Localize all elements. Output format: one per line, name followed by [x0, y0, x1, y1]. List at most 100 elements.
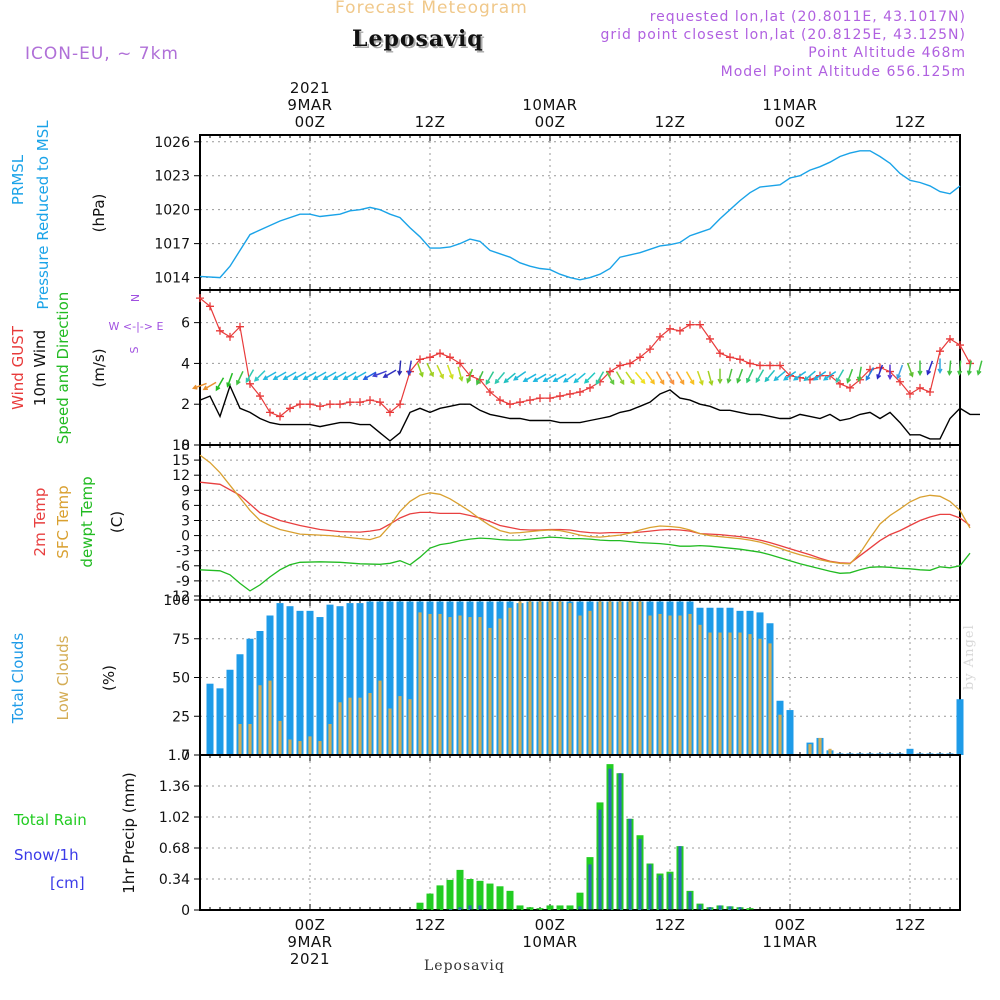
y-tick-label: 1.7 [168, 748, 190, 764]
gust-marker [396, 400, 404, 409]
rain-bar [556, 905, 564, 910]
wind-direction-arrow [774, 370, 786, 381]
gust-marker [646, 345, 654, 354]
wind-direction-arrow [446, 364, 454, 379]
rain-bar [496, 886, 504, 910]
wind-arrow-head [619, 379, 625, 386]
compass-south: S [128, 346, 141, 353]
axis-label-ms: (m/s) [90, 348, 108, 387]
total-clouds-bar [346, 603, 354, 755]
bottom-axis-label: 12Z [655, 916, 686, 934]
wind-direction-arrow [323, 371, 337, 380]
low-clouds-bar [758, 638, 762, 755]
low-clouds-bar [488, 627, 492, 755]
compass-west-east: W <-|-> E [109, 320, 164, 333]
low-clouds-bar [668, 615, 672, 755]
snow-bar [738, 907, 742, 910]
low-clouds-bar [388, 708, 392, 755]
wind-arrow-head [191, 384, 198, 390]
gust-marker [736, 355, 744, 364]
wind-arrow-head [562, 377, 569, 383]
total-clouds-bar [246, 638, 254, 755]
gust-marker [776, 361, 784, 370]
rain-bar [546, 905, 554, 910]
top-axis-label: 00Z [535, 113, 566, 131]
wind-arrow-head [397, 370, 403, 377]
wind-arrow-head [708, 380, 714, 386]
wind-arrow-head [835, 377, 841, 384]
wind-arrow-head [926, 370, 932, 376]
y-tick-label: -3 [176, 544, 190, 560]
wind-arrow-head [236, 380, 241, 386]
wind-arrow-head [512, 375, 519, 381]
wind-arrow-head [262, 375, 268, 380]
axis-label-10m-wind: 10m Wind [31, 330, 49, 406]
low-clouds-bar [618, 601, 622, 755]
wind-direction-arrow [906, 362, 914, 377]
low-clouds-bar [678, 615, 682, 755]
top-axis-label: 9MAR [287, 96, 332, 114]
snow-bar [718, 905, 722, 910]
wind-direction-arrow [293, 371, 307, 380]
gust-marker [206, 302, 214, 311]
gust-marker [696, 320, 704, 329]
wind-direction-arrow [226, 372, 234, 387]
gust-marker [416, 355, 424, 364]
low-clouds-bar [818, 737, 822, 755]
temp-sfc-line [199, 454, 971, 565]
wind-direction-arrow [736, 368, 744, 383]
model-altitude: Model Point Altitude 656.125m [720, 64, 966, 80]
snow-bar [638, 838, 642, 910]
gust-marker [686, 320, 694, 329]
total-clouds-bar [236, 654, 244, 755]
wind-arrow-head [669, 379, 675, 386]
low-clouds-bar [328, 724, 332, 755]
low-clouds-bar [698, 624, 702, 755]
low-clouds-bar [318, 741, 322, 755]
gust-marker [906, 390, 914, 399]
gust-marker [936, 347, 944, 356]
wind-arrow-head [887, 374, 893, 381]
wind-direction-arrow [494, 371, 506, 384]
wind-arrow-head [846, 378, 852, 384]
gust-marker [456, 359, 464, 368]
low-clouds-bar [638, 601, 642, 755]
gust-marker [346, 398, 354, 407]
gust-marker [316, 402, 324, 411]
wind-arrow-head [522, 377, 528, 382]
wind-arrow-head [764, 376, 770, 383]
wind-arrow-head [650, 379, 655, 385]
wind-direction-arrow [457, 366, 463, 381]
y-tick-label: 18 [172, 438, 190, 454]
snow-bar [588, 864, 592, 910]
gust-marker [506, 400, 514, 409]
y-tick-label: 1023 [154, 169, 190, 185]
wind-arrow-head [352, 375, 358, 380]
axis-label-low-clouds: Low Clouds [54, 635, 72, 720]
top-axis-label: 2021 [290, 79, 330, 97]
wind-arrow-head [503, 378, 509, 384]
low-clouds-bar [578, 615, 582, 755]
y-tick-label: -6 [176, 559, 190, 575]
wind-direction-arrow [755, 369, 765, 383]
wind-direction-arrow [804, 370, 816, 381]
wind-arrow-head [822, 375, 829, 381]
low-clouds-bar [458, 615, 462, 755]
top-axis-label: 10MAR [522, 96, 577, 114]
y-tick-label: 0 [181, 903, 190, 919]
gust-marker [536, 394, 544, 403]
wind-arrow-head [215, 385, 221, 392]
rain-bar [576, 892, 584, 910]
low-clouds-bar [558, 601, 562, 755]
gust-marker [526, 396, 534, 405]
low-clouds-bar [688, 613, 692, 755]
gust-marker [946, 334, 954, 343]
y-tick-label: 9 [181, 483, 190, 499]
gust-marker [556, 392, 564, 401]
axis-label-total-clouds: Total Clouds [9, 633, 27, 725]
temp-dewpt-line [199, 536, 971, 592]
wind-arrow-head [245, 377, 251, 384]
wind-arrow-head [371, 372, 378, 378]
gust-marker [896, 377, 904, 386]
